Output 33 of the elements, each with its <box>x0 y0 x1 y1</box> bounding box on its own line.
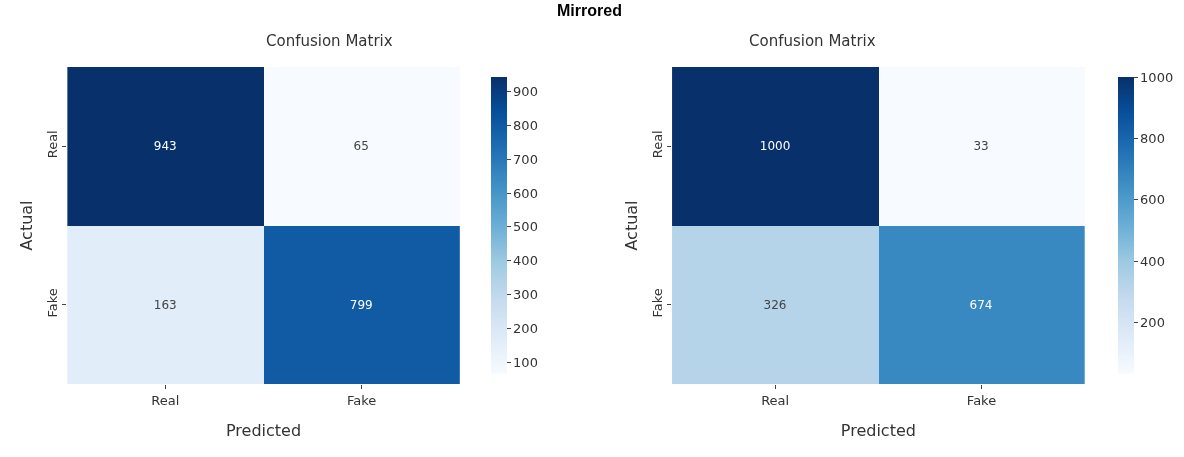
color-bar-label: 300 <box>513 287 538 303</box>
data-label: 799 <box>349 298 373 313</box>
text: Mirrored <box>557 2 622 19</box>
data-label: 674 <box>969 298 993 313</box>
color-bar-label: 200 <box>513 320 538 336</box>
data-label: 33 <box>973 139 989 154</box>
x-axis-title: Predicted <box>840 421 916 441</box>
data-label: 65 <box>353 139 369 154</box>
color-bar-label: 400 <box>1140 253 1165 269</box>
color-bar-label: 200 <box>1140 315 1165 331</box>
y-axis-title: Actual <box>621 200 641 251</box>
color-bar-label: 600 <box>513 185 538 201</box>
color-bar-label: 700 <box>513 151 538 167</box>
color-bar-label: 800 <box>1140 130 1165 146</box>
data-label: 163 <box>153 298 177 313</box>
color-bar-label: 600 <box>1140 192 1165 208</box>
x-tick-label: Real <box>151 392 180 408</box>
data-label: 943 <box>153 139 177 154</box>
x-tick-label: Real <box>761 392 790 408</box>
color-bar-label: 400 <box>513 253 538 269</box>
chart-title: Confusion Matrix <box>266 32 393 50</box>
data-label: 1000 <box>759 139 791 154</box>
chart-title: Confusion Matrix <box>749 32 876 50</box>
x-axis-title: Predicted <box>225 421 302 441</box>
color-bar-label: 800 <box>513 117 538 133</box>
color-bar-label: 900 <box>513 84 538 100</box>
y-axis-title: Actual <box>16 200 36 251</box>
color-bar-label: 1000 <box>1140 69 1174 85</box>
x-tick-label: Fake <box>966 392 997 408</box>
color-bar-label: 500 <box>513 219 538 235</box>
x-tick-label: Fake <box>347 392 377 408</box>
data-label: 326 <box>763 298 787 313</box>
color-bar-label: 100 <box>513 354 538 370</box>
